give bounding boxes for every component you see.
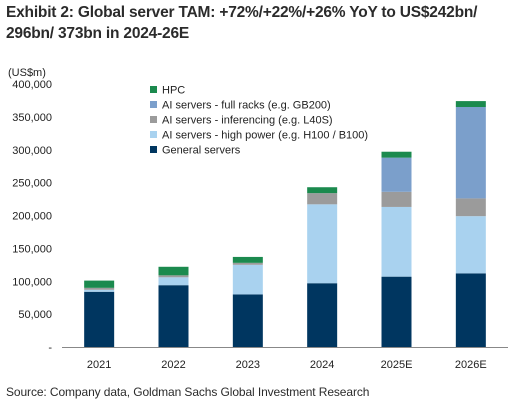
y-axis-unit-label: (US$m) <box>8 67 46 79</box>
x-axis-ticks: 2021 2022 2023 2024 2025E 2026E <box>87 359 487 371</box>
bar-segment-ai-servers-full-racks-e-g-gb200-2026e <box>455 107 486 199</box>
chart-title: Exhibit 2: Global server TAM: +72%/+22%/… <box>6 4 478 42</box>
bar-segment-ai-servers-inferencing-e-g-l40s-2023 <box>232 262 263 265</box>
bar-segment-hpc-2025e <box>381 151 412 158</box>
bar-segment-general-servers-2023 <box>232 294 263 347</box>
y-tick-label: 400,000 <box>12 79 52 91</box>
bar-segment-ai-servers-high-power-e-g-h100-b100-2024 <box>307 204 338 284</box>
legend-label: General servers <box>162 145 241 157</box>
bar-segment-hpc-2023 <box>232 256 263 263</box>
bar-segment-general-servers-2024 <box>307 283 338 347</box>
legend-label: AI servers - inferencing (e.g. L40S) <box>162 115 333 127</box>
y-tick-label: 150,000 <box>12 243 52 255</box>
bar-segment-hpc-2021 <box>84 280 115 288</box>
bar-segment-ai-servers-full-racks-e-g-gb200-2025e <box>381 157 412 192</box>
x-tick-label: 2023 <box>236 359 260 371</box>
legend-swatch <box>150 146 157 153</box>
legend-swatch <box>150 116 157 123</box>
bar-segment-hpc-2026e <box>455 101 486 108</box>
bar-segment-ai-servers-high-power-e-g-h100-b100-2025e <box>381 206 412 277</box>
y-tick-label: 350,000 <box>12 112 52 124</box>
legend-swatch <box>150 131 157 138</box>
x-tick-label: 2026E <box>455 359 487 371</box>
bar-segment-ai-servers-high-power-e-g-h100-b100-2023 <box>232 264 263 295</box>
legend-label: AI servers - high power (e.g. H100 / B10… <box>162 130 368 142</box>
x-tick-label: 2022 <box>161 359 185 371</box>
bar-segment-hpc-2024 <box>307 187 338 194</box>
legend-label: HPC <box>162 85 185 97</box>
bar-segment-hpc-2022 <box>158 266 189 276</box>
legend: HPC AI servers - full racks (e.g. GB200) A… <box>150 85 368 157</box>
bar-segment-ai-servers-inferencing-e-g-l40s-2026e <box>455 198 486 217</box>
legend-swatch <box>150 101 157 108</box>
y-tick-label: 50,000 <box>18 309 52 321</box>
server-tam-chart: (US$m) - 50,000 100,000 150,000 200,000 250,0… <box>8 67 508 371</box>
bar-segment-ai-servers-high-power-e-g-h100-b100-2021 <box>84 289 115 292</box>
bar-segment-general-servers-2026e <box>455 273 486 347</box>
legend-label: AI servers - full racks (e.g. GB200) <box>162 100 331 112</box>
y-tick-label: - <box>48 342 52 354</box>
y-tick-label: 250,000 <box>12 178 52 190</box>
x-tick-label: 2025E <box>381 359 413 371</box>
bar-segment-ai-servers-inferencing-e-g-l40s-2021 <box>84 287 115 290</box>
bar-segment-general-servers-2021 <box>84 291 115 347</box>
y-axis-ticks: - 50,000 100,000 150,000 200,000 250,000 300,0… <box>12 79 52 354</box>
bar-segment-general-servers-2022 <box>158 285 189 347</box>
bar-segment-ai-servers-high-power-e-g-h100-b100-2026e <box>455 216 486 274</box>
y-tick-label: 100,000 <box>12 276 52 288</box>
y-tick-label: 200,000 <box>12 211 52 223</box>
legend-swatch <box>150 86 157 93</box>
bar-segment-ai-servers-inferencing-e-g-l40s-2024 <box>307 193 338 205</box>
bar-segment-ai-servers-high-power-e-g-h100-b100-2022 <box>158 277 189 286</box>
bar-segment-ai-servers-inferencing-e-g-l40s-2025e <box>381 191 412 207</box>
y-tick-label: 300,000 <box>12 145 52 157</box>
x-tick-label: 2021 <box>87 359 111 371</box>
bars <box>84 101 486 347</box>
bar-segment-ai-servers-inferencing-e-g-l40s-2022 <box>158 275 189 278</box>
bar-segment-general-servers-2025e <box>381 276 412 347</box>
source-note: Source: Company data, Goldman Sachs Glob… <box>6 385 370 399</box>
x-tick-label: 2024 <box>310 359 334 371</box>
